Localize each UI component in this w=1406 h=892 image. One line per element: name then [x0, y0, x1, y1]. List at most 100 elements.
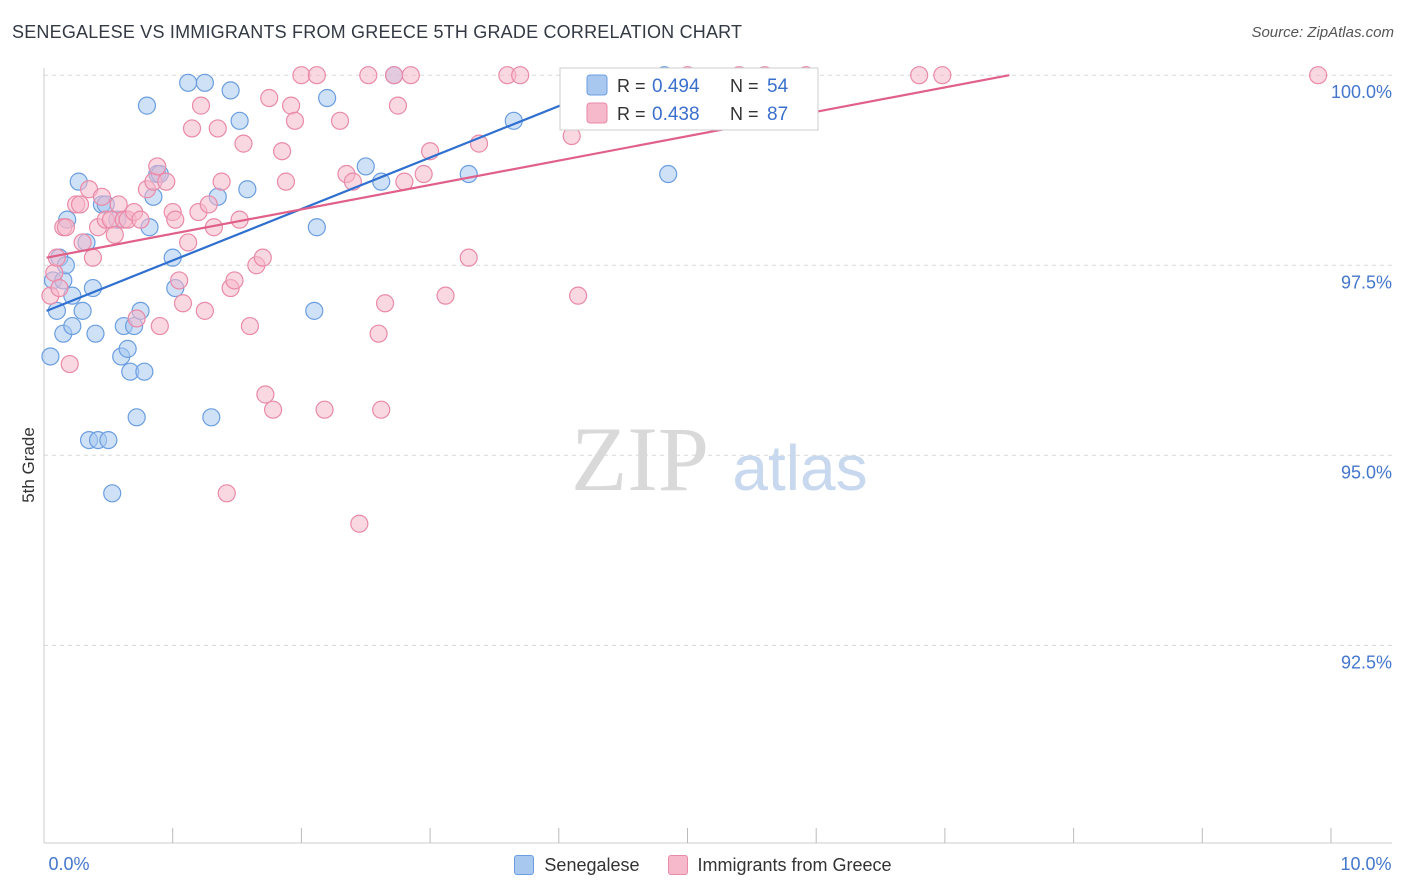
watermark-zip: ZIP: [571, 408, 709, 510]
stats-r-label-1: R =: [617, 76, 646, 96]
point-pink-50: [260, 88, 279, 108]
x-tick-label-1: 10.0%: [1340, 854, 1391, 874]
stats-swatch-blue: [586, 74, 608, 96]
point-blue-42: [230, 111, 249, 130]
point-pink-63: [369, 324, 388, 343]
y-tick-label-0: 100.0%: [1331, 82, 1392, 102]
point-blue-37: [179, 73, 198, 92]
point-blue-27: [127, 408, 146, 427]
point-pink-67: [388, 96, 408, 115]
point-pink-31: [173, 294, 193, 313]
point-pink-66: [384, 66, 404, 85]
trend-line-blue: [46, 74, 637, 312]
point-pink-16: [105, 225, 124, 244]
point-pink-35: [191, 96, 211, 115]
trend-lines: [46, 74, 1010, 312]
point-pink-8: [70, 195, 90, 214]
point-blue-30: [137, 96, 157, 115]
stats-n-value-1: 54: [767, 76, 789, 97]
point-pink-41: [217, 484, 236, 503]
point-pink-45: [234, 134, 253, 153]
point-pink-25: [148, 157, 167, 176]
stats-n-value-2: 87: [767, 104, 788, 125]
x-tick-label-0: 0.0%: [48, 854, 89, 874]
point-pink-72: [436, 286, 455, 305]
point-pink-73: [459, 248, 478, 267]
point-pink-64: [372, 400, 391, 419]
legend-item-senegalese: Senegalese: [514, 852, 640, 878]
source-label: Source: ZipAtlas.com: [1251, 24, 1394, 41]
point-pink-17: [109, 195, 128, 214]
point-blue-11: [73, 301, 92, 320]
point-blue-44: [307, 218, 326, 237]
point-pink-21: [127, 309, 146, 328]
axes: [43, 68, 1392, 844]
point-blue-47: [356, 157, 375, 176]
point-pink-54: [282, 96, 301, 115]
point-pink-76: [511, 66, 530, 85]
stats-r-label-2: R =: [617, 104, 646, 124]
y-tick-label-1: 97.5%: [1341, 272, 1392, 292]
trend-line-pink: [46, 74, 1010, 259]
point-pink-26: [150, 316, 169, 336]
point-pink-30: [170, 271, 189, 290]
point-pink-9: [73, 233, 92, 252]
point-pink-84: [933, 66, 952, 85]
point-blue-46: [318, 88, 337, 108]
point-blue-41: [221, 81, 240, 100]
point-blue-43: [238, 180, 257, 199]
y-axis-label: 5th Grade: [19, 427, 38, 503]
point-blue-8: [63, 316, 82, 336]
point-pink-43: [225, 271, 244, 290]
point-blue-38: [195, 73, 214, 92]
point-pink-55: [285, 111, 305, 130]
point-pink-33: [182, 119, 202, 138]
point-blue-19: [99, 430, 118, 450]
point-pink-27: [157, 172, 176, 191]
stats-r-value-1: 0.494: [652, 76, 700, 97]
point-pink-11: [83, 248, 103, 267]
point-pink-85: [1309, 66, 1328, 85]
point-pink-56: [292, 66, 311, 85]
point-pink-40: [212, 172, 231, 191]
point-pink-70: [414, 164, 433, 184]
stats-swatch-pink: [586, 102, 608, 124]
point-blue-53: [659, 164, 678, 184]
point-pink-53: [276, 172, 296, 191]
point-pink-36: [195, 301, 214, 320]
point-pink-69: [401, 66, 420, 85]
y-tick-label-2: 95.0%: [1341, 462, 1392, 482]
scatter-points: [41, 66, 1328, 533]
point-pink-57: [307, 66, 326, 85]
point-blue-15: [86, 324, 105, 343]
point-pink-61: [350, 514, 369, 533]
legend-swatch-blue: [514, 855, 535, 875]
point-pink-29: [166, 210, 185, 229]
point-pink-78: [569, 286, 588, 305]
legend-label-greece: Immigrants from Greece: [697, 854, 892, 875]
point-blue-24: [118, 339, 137, 358]
point-blue-0: [41, 347, 60, 366]
legend-item-greece: Immigrants from Greece: [667, 852, 892, 878]
point-pink-3: [50, 278, 69, 298]
point-blue-39: [202, 408, 221, 427]
point-pink-6: [60, 354, 79, 374]
point-pink-32: [179, 233, 198, 252]
stats-n-label-2: N =: [730, 104, 759, 124]
point-pink-48: [253, 248, 272, 267]
stats-r-value-2: 0.438: [652, 104, 700, 125]
stats-box: R = 0.494 N = 54 R = 0.438 N = 87: [559, 67, 819, 131]
watermark-atlas: atlas: [732, 432, 867, 504]
point-pink-83: [910, 66, 929, 85]
point-pink-13: [92, 187, 112, 206]
point-pink-58: [315, 400, 334, 419]
gridlines: [44, 74, 1392, 646]
point-pink-1: [45, 263, 64, 282]
point-pink-52: [272, 142, 292, 161]
point-pink-51: [263, 400, 283, 419]
point-pink-68: [395, 172, 414, 191]
chart-title: SENEGALESE VS IMMIGRANTS FROM GREECE 5TH…: [12, 22, 743, 42]
point-pink-62: [359, 66, 378, 85]
y-tick-label-3: 92.5%: [1341, 652, 1392, 672]
